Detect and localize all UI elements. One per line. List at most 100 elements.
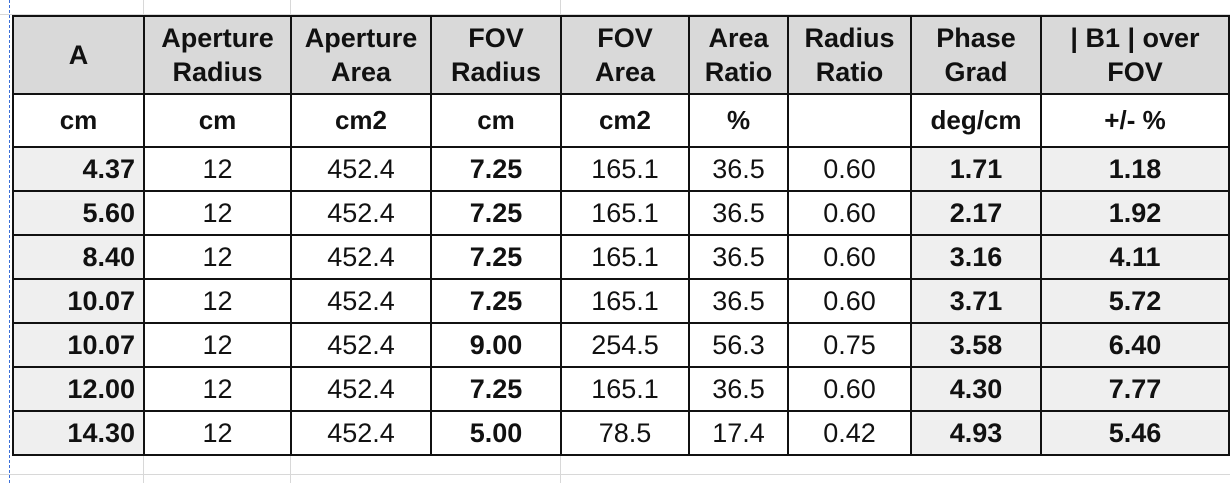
data-cell: 56.3 bbox=[688, 322, 789, 368]
header-line: A bbox=[68, 40, 89, 70]
header-line: Phase bbox=[936, 23, 1016, 53]
data-cell: 2.17 bbox=[910, 190, 1042, 236]
header-line: Aperture bbox=[304, 23, 418, 53]
header-line: Radius bbox=[172, 57, 263, 87]
unit-cell: +/- % bbox=[1040, 93, 1230, 148]
data-cell: 0.60 bbox=[787, 234, 912, 280]
data-cell: 3.16 bbox=[910, 234, 1042, 280]
data-cell: 0.60 bbox=[787, 146, 912, 192]
header-line: Area bbox=[708, 23, 769, 53]
unit-cell: cm bbox=[143, 93, 292, 148]
data-cell: 452.4 bbox=[290, 146, 432, 192]
data-cell: 254.5 bbox=[560, 322, 690, 368]
header-line: Area bbox=[594, 57, 656, 87]
header-line: Ratio bbox=[815, 57, 884, 87]
unit-cell: cm2 bbox=[560, 93, 690, 148]
data-cell: 452.4 bbox=[290, 366, 432, 412]
header-cell: Radius Ratio bbox=[787, 15, 912, 95]
data-cell: 165.1 bbox=[560, 278, 690, 324]
data-cell: 10.07 bbox=[12, 322, 145, 368]
data-cell: 4.93 bbox=[910, 410, 1042, 456]
data-cell: 452.4 bbox=[290, 278, 432, 324]
data-cell: 12 bbox=[143, 366, 292, 412]
data-row: 8.40 12 452.4 7.25 165.1 36.5 0.60 3.16 4.11 bbox=[12, 234, 1230, 280]
header-line: Radius bbox=[450, 57, 542, 87]
data-cell: 4.37 bbox=[12, 146, 145, 192]
data-cell: 12 bbox=[143, 322, 292, 368]
header-cell: FOV Radius bbox=[430, 15, 562, 95]
data-cell: 9.00 bbox=[430, 322, 562, 368]
unit-cell: % bbox=[688, 93, 789, 148]
selection-edge bbox=[9, 0, 10, 483]
header-line: | B1 | over bbox=[1070, 23, 1200, 53]
unit-cell: cm2 bbox=[290, 93, 432, 148]
unit-cell bbox=[787, 93, 912, 148]
header-cell: FOV Area bbox=[560, 15, 690, 95]
data-cell: 12 bbox=[143, 234, 292, 280]
data-cell: 12 bbox=[143, 146, 292, 192]
data-cell: 0.60 bbox=[787, 278, 912, 324]
data-table: A Aperture Radius Aperture Area FOV Radius FOV A… bbox=[12, 15, 1230, 456]
data-cell: 165.1 bbox=[560, 190, 690, 236]
data-row: 14.30 12 452.4 5.00 78.5 17.4 0.42 4.93 5.46 bbox=[12, 410, 1230, 456]
header-cell: | B1 | over FOV bbox=[1040, 15, 1230, 95]
data-cell: 36.5 bbox=[688, 146, 789, 192]
data-cell: 0.60 bbox=[787, 190, 912, 236]
header-line: Aperture bbox=[161, 23, 274, 53]
header-line: Area bbox=[330, 57, 392, 87]
data-cell: 165.1 bbox=[560, 366, 690, 412]
header-cell: Aperture Radius bbox=[143, 15, 292, 95]
data-cell: 4.11 bbox=[1040, 234, 1230, 280]
header-cell: Aperture Area bbox=[290, 15, 432, 95]
data-cell: 0.42 bbox=[787, 410, 912, 456]
header-line: Radius bbox=[804, 23, 895, 53]
data-cell: 7.25 bbox=[430, 146, 562, 192]
data-cell: 7.25 bbox=[430, 278, 562, 324]
data-cell: 36.5 bbox=[688, 234, 789, 280]
data-cell: 78.5 bbox=[560, 410, 690, 456]
data-cell: 1.71 bbox=[910, 146, 1042, 192]
header-cell: A bbox=[12, 15, 145, 95]
header-cell: Area Ratio bbox=[688, 15, 789, 95]
data-row: 10.07 12 452.4 7.25 165.1 36.5 0.60 3.71 5.72 bbox=[12, 278, 1230, 324]
data-cell: 12 bbox=[143, 278, 292, 324]
data-cell: 452.4 bbox=[290, 322, 432, 368]
data-cell: 36.5 bbox=[688, 366, 789, 412]
header-line: Grad bbox=[944, 57, 1008, 87]
data-cell: 8.40 bbox=[12, 234, 145, 280]
header-line: Ratio bbox=[704, 57, 773, 87]
sheet-grid bbox=[0, 14, 1230, 15]
data-cell: 0.60 bbox=[787, 366, 912, 412]
data-row: 10.07 12 452.4 9.00 254.5 56.3 0.75 3.58 6.40 bbox=[12, 322, 1230, 368]
data-cell: 36.5 bbox=[688, 190, 789, 236]
header-line: FOV bbox=[468, 23, 524, 53]
data-cell: 5.00 bbox=[430, 410, 562, 456]
data-cell: 36.5 bbox=[688, 278, 789, 324]
header-row: A Aperture Radius Aperture Area FOV Radius FOV A… bbox=[12, 15, 1230, 95]
data-cell: 1.92 bbox=[1040, 190, 1230, 236]
data-cell: 452.4 bbox=[290, 234, 432, 280]
header-cell: Phase Grad bbox=[910, 15, 1042, 95]
header-line: FOV bbox=[1107, 57, 1163, 87]
data-cell: 7.25 bbox=[430, 234, 562, 280]
data-cell: 0.75 bbox=[787, 322, 912, 368]
data-cell: 14.30 bbox=[12, 410, 145, 456]
data-row: 12.00 12 452.4 7.25 165.1 36.5 0.60 4.30 7.77 bbox=[12, 366, 1230, 412]
data-row: 4.37 12 452.4 7.25 165.1 36.5 0.60 1.71 1.18 bbox=[12, 146, 1230, 192]
data-cell: 452.4 bbox=[290, 410, 432, 456]
data-cell: 7.25 bbox=[430, 190, 562, 236]
data-cell: 7.25 bbox=[430, 366, 562, 412]
data-cell: 452.4 bbox=[290, 190, 432, 236]
unit-cell: deg/cm bbox=[910, 93, 1042, 148]
unit-cell: cm bbox=[430, 93, 562, 148]
data-cell: 3.58 bbox=[910, 322, 1042, 368]
data-cell: 4.30 bbox=[910, 366, 1042, 412]
data-cell: 12 bbox=[143, 410, 292, 456]
data-cell: 5.60 bbox=[12, 190, 145, 236]
data-cell: 5.72 bbox=[1040, 278, 1230, 324]
data-cell: 17.4 bbox=[688, 410, 789, 456]
data-cell: 165.1 bbox=[560, 234, 690, 280]
unit-cell: cm bbox=[12, 93, 145, 148]
data-cell: 7.77 bbox=[1040, 366, 1230, 412]
